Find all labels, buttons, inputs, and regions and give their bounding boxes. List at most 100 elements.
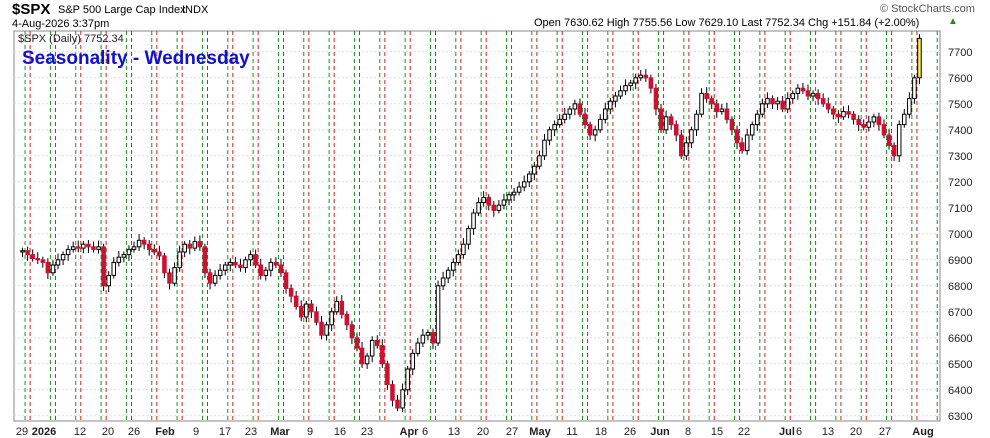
candle-body [795, 87, 801, 94]
candle-body [876, 116, 882, 126]
chg-up-arrow-icon: ▲ [948, 16, 958, 27]
candle-body [445, 269, 451, 279]
x-tick-label: 8 [685, 426, 691, 438]
candle-body [111, 261, 117, 276]
candle-body [466, 228, 471, 245]
candle-body [101, 246, 106, 287]
candle-body [901, 113, 907, 126]
candle-body [734, 129, 740, 144]
candle-body [603, 108, 608, 120]
candle-body [724, 108, 730, 120]
candle-body [481, 196, 486, 204]
x-tick-label: 22 [738, 426, 750, 438]
candle-body [253, 254, 258, 266]
y-tick-label: 6800 [948, 281, 972, 293]
candle-body [55, 259, 61, 266]
x-tick-label: 29 [16, 426, 28, 438]
candle-body [268, 261, 274, 271]
candle-body [638, 74, 644, 79]
candle-body [471, 212, 476, 230]
candle-body [106, 274, 111, 287]
candle-body [45, 261, 51, 274]
candle-body [131, 246, 137, 250]
candle-body [476, 202, 481, 214]
candle-body [420, 334, 426, 344]
candle-body [217, 269, 223, 276]
candle-body [694, 113, 699, 131]
x-tick-label: 16 [334, 426, 346, 438]
candle-body [197, 241, 203, 248]
x-tick-label: Mar [270, 426, 290, 438]
y-tick-label: 7100 [948, 203, 972, 215]
x-tick-label: 26 [128, 426, 140, 438]
candle-body [547, 129, 552, 141]
candle-body [663, 116, 669, 131]
candle-body [400, 389, 405, 409]
candle-body [374, 339, 380, 347]
source-credit[interactable]: © StockCharts.com [880, 3, 975, 15]
x-tick-label: 23 [361, 426, 373, 438]
candle-body [673, 124, 679, 136]
x-tick-label: 6 [422, 426, 428, 438]
candle-body [65, 248, 71, 256]
candle-body [258, 264, 263, 276]
candle-body [81, 243, 86, 249]
candle-body [116, 256, 122, 263]
chart-legend: $SPX (Daily) 7752.34 [18, 33, 124, 45]
candle-body [881, 124, 887, 136]
candle-body [344, 313, 350, 326]
candle-body [815, 92, 821, 100]
candle-body [136, 239, 142, 248]
y-tick-label: 7200 [948, 177, 972, 189]
candle-body [70, 246, 76, 250]
candle-body [861, 124, 866, 128]
x-tick-label: 26 [624, 426, 636, 438]
candle-body [435, 285, 441, 344]
candle-body [395, 399, 400, 409]
candle-body [704, 92, 709, 100]
candle-body [354, 337, 360, 349]
candle-body [177, 251, 182, 269]
candle-body [648, 77, 654, 89]
candle-body [770, 98, 775, 105]
x-tick-label: 17 [219, 426, 231, 438]
x-tick-label: 13 [822, 426, 834, 438]
candle-body [440, 277, 446, 287]
candle-body [91, 246, 96, 250]
candle-body [121, 254, 127, 258]
candle-body [243, 259, 248, 269]
x-tick-label: 6 [796, 426, 802, 438]
y-tick-label: 6600 [948, 333, 972, 345]
candle-body [288, 287, 294, 297]
candle-body [293, 295, 299, 308]
candle-body [825, 103, 831, 110]
candle-body [587, 124, 593, 136]
candle-body [608, 100, 613, 110]
candle-body [836, 113, 841, 118]
header-ohlc: Open 7630.62 High 7755.56 Low 7629.10 La… [534, 17, 920, 29]
candle-body [309, 303, 314, 313]
x-tick-label: May [529, 426, 551, 438]
candle-body [597, 118, 603, 131]
x-tick-label: 11 [566, 426, 577, 438]
candle-body [334, 300, 339, 313]
candle-body [785, 98, 790, 110]
candle-body [425, 332, 431, 336]
candle-body [187, 243, 193, 249]
candle-body [537, 155, 542, 167]
candle-body [364, 355, 370, 365]
candle-body [739, 142, 745, 152]
y-tick-label: 6300 [948, 411, 972, 423]
y-tick-label: 7300 [948, 151, 972, 163]
candle-body [755, 113, 760, 126]
candle-body [780, 100, 785, 110]
candle-body [729, 118, 735, 131]
candle-body [491, 204, 497, 211]
candle-body [765, 98, 770, 105]
candle-body [831, 108, 836, 115]
candle-body [633, 77, 638, 84]
candle-body [775, 100, 780, 105]
candle-body [582, 113, 588, 126]
candle-body [126, 248, 132, 256]
candle-body [222, 264, 228, 271]
